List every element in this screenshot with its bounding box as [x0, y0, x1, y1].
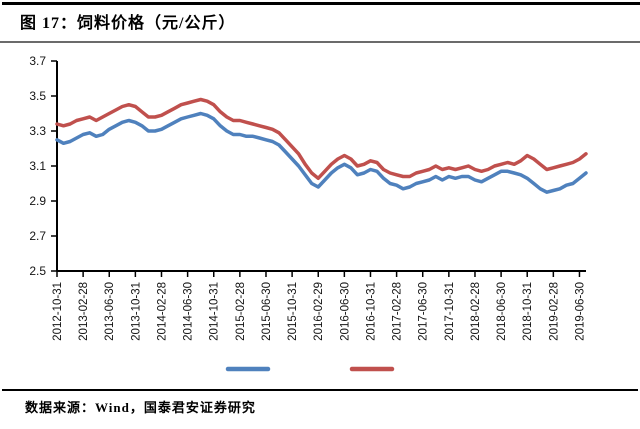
x-axis-tick-label: 2019-02-28: [548, 282, 560, 341]
x-axis-tick-label: 2017-06-30: [418, 282, 430, 341]
x-axis-tick-label: 2019-06-30: [574, 282, 586, 341]
series-line-blue: [55, 111, 588, 194]
x-axis-tick-label: 2018-02-28: [470, 282, 482, 341]
y-axis-tick-label: 3.7: [29, 54, 46, 68]
x-axis-tick-label: 2018-10-31: [522, 282, 534, 341]
x-axis-tick-label: 2016-02-29: [313, 282, 325, 341]
y-axis-tick-label: 3.1: [29, 159, 46, 173]
x-axis-tick-label: 2015-06-30: [261, 282, 273, 341]
feed-price-line-chart: 3.7 3.5 3.3 3.1 2.9 2.7 2.5 2012-10-31 2013-02-2…: [29, 54, 588, 372]
x-axis-tick-label: 2015-02-28: [235, 282, 247, 341]
top-border-rule: [2, 2, 640, 5]
x-axis-tick-label: 2012-10-31: [52, 282, 64, 341]
x-axis-tick-label: 2017-10-31: [444, 282, 456, 341]
x-axis-tick-label: 2016-10-31: [365, 282, 377, 341]
y-axis-tick-label: 3.3: [29, 124, 46, 138]
x-axis-tick-label: 2017-02-28: [392, 282, 404, 341]
y-axis-tick-label: 2.9: [29, 194, 46, 208]
y-axis-tick-label: 2.5: [29, 264, 46, 278]
footer-rule: [2, 389, 638, 391]
x-axis-tick-label: 2013-10-31: [130, 282, 142, 341]
x-axis-tick-label: 2014-02-28: [156, 282, 168, 341]
x-axis-tick-label: 2013-02-28: [78, 282, 90, 341]
y-axis-tick-label: 3.5: [29, 89, 46, 103]
figure-title: 图 17：饲料价格（元/公斤）: [20, 15, 236, 32]
series-line-red: [55, 97, 588, 181]
x-axis-tick-label: 2014-06-30: [183, 282, 195, 341]
x-axis-tick-label: 2018-06-30: [496, 282, 508, 341]
x-axis-tick-label: 2015-10-31: [287, 282, 299, 341]
y-axis-tick-label: 2.7: [29, 229, 46, 243]
x-axis-tick-label: 2014-10-31: [209, 282, 221, 341]
data-source-note: 数据来源：Wind，国泰君安证券研究: [25, 400, 256, 415]
title-underline-rule: [0, 41, 640, 43]
x-axis-tick-label: 2013-06-30: [104, 282, 116, 341]
x-axis-tick-label: 2016-06-30: [339, 282, 351, 341]
